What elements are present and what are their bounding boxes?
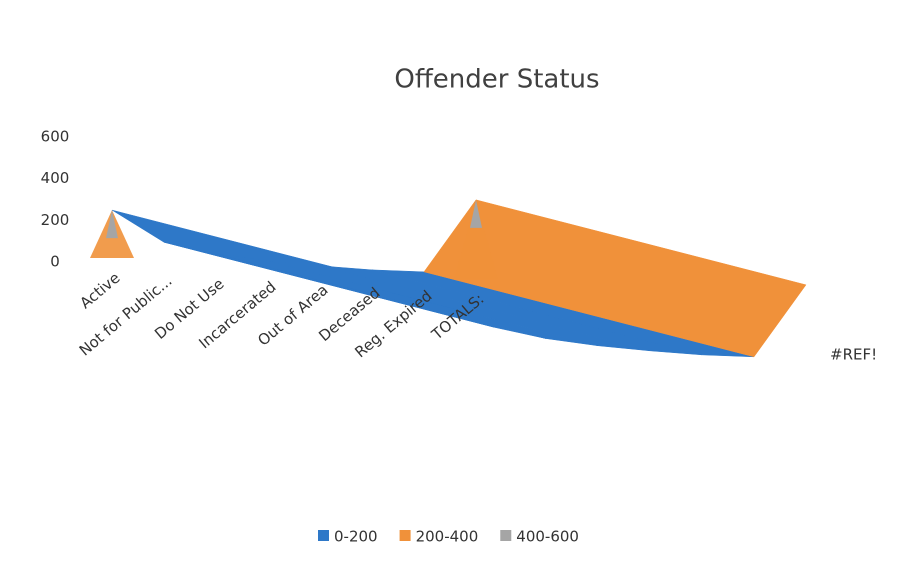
- surface-peak-tip: [470, 199, 482, 228]
- y-tick-label: 0: [50, 253, 60, 271]
- y-tick-label: 400: [41, 169, 70, 187]
- legend-swatch: [399, 530, 411, 541]
- surface-patch: [423, 199, 807, 358]
- surface-peak-tip: [106, 210, 118, 239]
- chart-title: Offender Status: [394, 65, 599, 95]
- surface-peak: [454, 199, 498, 279]
- legend-swatch: [500, 530, 512, 541]
- legend-swatch: [318, 530, 329, 541]
- legend-label: 0-200: [334, 528, 378, 546]
- series-axis-label: #REF!: [830, 346, 877, 364]
- legend-label: 400-600: [516, 528, 579, 546]
- y-tick-label: 200: [41, 211, 70, 229]
- legend-label: 200-400: [416, 528, 479, 546]
- y-tick-label: 600: [41, 128, 70, 146]
